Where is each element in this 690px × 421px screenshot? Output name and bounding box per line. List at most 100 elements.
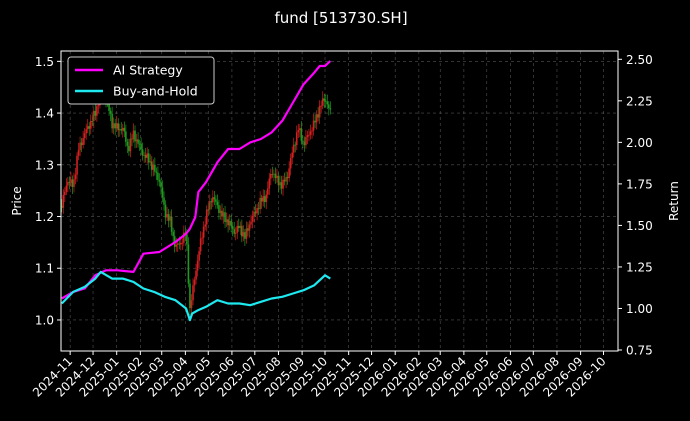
candle-body xyxy=(289,158,292,169)
left-tick-label: 1.4 xyxy=(35,107,54,121)
candle-body xyxy=(286,176,289,179)
candle-body xyxy=(248,224,251,231)
candle-body xyxy=(202,226,205,238)
candle-body xyxy=(60,206,63,208)
candle-body xyxy=(76,155,78,175)
series-line-buy-and-hold xyxy=(61,270,331,322)
candle-body xyxy=(138,143,141,145)
candle-body xyxy=(311,130,313,132)
right-axis-label: Return xyxy=(667,181,681,221)
candle-body xyxy=(237,225,240,229)
candle-body xyxy=(68,181,71,183)
candle-body xyxy=(122,127,124,131)
candle-body xyxy=(270,174,272,179)
candle-body xyxy=(112,123,115,129)
candle-body xyxy=(228,220,231,226)
candle-body xyxy=(295,132,298,146)
plot-frame xyxy=(60,50,619,352)
candle-body xyxy=(79,142,81,151)
candle-body xyxy=(216,201,219,206)
candle-body xyxy=(308,134,310,136)
candle-body xyxy=(306,135,309,138)
candle-body xyxy=(144,154,147,158)
candle-body xyxy=(128,145,130,152)
candle-body xyxy=(233,229,236,234)
candle-body xyxy=(245,228,248,239)
candle-body xyxy=(169,216,171,221)
candle-body xyxy=(207,209,210,211)
candle-body xyxy=(328,104,330,109)
candle-body xyxy=(189,283,191,309)
candle-body xyxy=(179,242,182,245)
candle-body xyxy=(88,126,91,129)
candle-body xyxy=(205,209,208,225)
candle-body xyxy=(109,110,112,114)
candle-body xyxy=(299,128,301,131)
right-tick-label: 1.50 xyxy=(626,219,653,233)
candle-body xyxy=(147,153,150,163)
candle-body xyxy=(262,196,264,202)
candle-body xyxy=(187,244,190,284)
left-tick-label: 1.1 xyxy=(35,262,54,276)
candle-body xyxy=(157,172,159,181)
candle-body xyxy=(89,120,92,129)
candle-body xyxy=(192,285,194,301)
candle-body xyxy=(167,214,170,221)
candle-body xyxy=(190,300,193,309)
candle-body xyxy=(277,175,280,186)
candle-body xyxy=(279,182,281,186)
left-tick-label: 1.2 xyxy=(35,210,54,224)
candle-body xyxy=(326,101,329,105)
candle-body xyxy=(115,123,118,129)
left-axis-label: Price xyxy=(10,186,24,215)
candle-body xyxy=(276,175,278,179)
left-tick-label: 1.0 xyxy=(35,313,54,327)
candle-body xyxy=(141,149,144,156)
candle-body xyxy=(111,113,113,129)
candle-body xyxy=(134,130,136,142)
candle-body xyxy=(292,144,295,153)
candle-body xyxy=(231,226,234,230)
series-line-ai-strategy xyxy=(61,60,332,300)
candle-body xyxy=(257,208,260,210)
candle-body xyxy=(161,187,164,198)
candle-body xyxy=(164,204,167,218)
chart-title: fund [513730.SH] xyxy=(274,9,407,27)
candle-body xyxy=(97,105,100,107)
candle-body xyxy=(320,105,322,107)
candle-body xyxy=(154,164,156,172)
candle-body xyxy=(152,164,155,170)
candle-body xyxy=(302,140,304,142)
candle-body xyxy=(282,179,284,189)
candle-body xyxy=(120,129,123,131)
candle-body xyxy=(241,225,243,237)
candle-body xyxy=(312,120,315,131)
candle-body xyxy=(94,110,97,116)
candle-body xyxy=(193,279,196,286)
candle-body xyxy=(204,224,207,227)
candle-body xyxy=(213,197,216,200)
candle-body xyxy=(219,210,222,214)
right-tick-label: 1.75 xyxy=(626,177,653,191)
candle-body xyxy=(208,201,211,210)
candle-body xyxy=(215,199,217,202)
left-tick-label: 1.3 xyxy=(35,158,54,172)
candle-body xyxy=(163,197,165,205)
candle-body xyxy=(131,138,133,140)
candle-body xyxy=(126,141,129,146)
candle-body xyxy=(222,212,225,217)
candle-body xyxy=(108,101,110,111)
candle-body xyxy=(280,182,283,189)
candle-body xyxy=(196,260,199,271)
candle-body xyxy=(274,173,277,179)
candle-body xyxy=(297,130,300,133)
right-tick-label: 1.00 xyxy=(626,302,653,316)
candle-body xyxy=(265,194,268,203)
candle-body xyxy=(210,201,213,203)
candle-body xyxy=(259,197,261,210)
candle-body xyxy=(329,108,332,110)
candle-body xyxy=(218,205,220,214)
candle-body xyxy=(149,161,152,163)
left-tick-label: 1.5 xyxy=(35,55,54,69)
